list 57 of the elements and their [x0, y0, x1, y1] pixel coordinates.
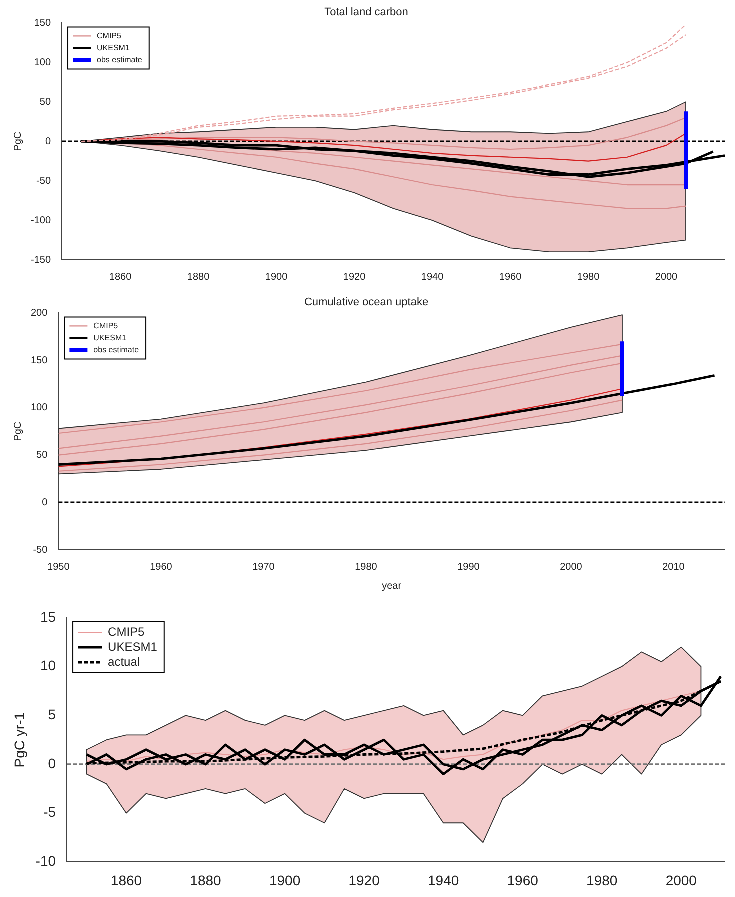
chart-title: Cumulative ocean uptake [304, 296, 429, 309]
y-tick-label: 200 [30, 308, 48, 319]
y-tick-label: 0 [42, 497, 48, 508]
y-axis-title: PgC [12, 422, 24, 442]
x-tick-label: 1880 [187, 272, 210, 283]
x-axis-title: year [382, 580, 402, 592]
y-tick-label: -100 [31, 215, 52, 226]
x-tick-label: 1880 [190, 872, 222, 888]
chart-title: Total land carbon [324, 6, 408, 19]
y-tick-label: -10 [36, 853, 56, 870]
x-tick-label: 1990 [458, 562, 480, 573]
x-tick-label: 1900 [269, 872, 301, 888]
y-axis-title: PgC [12, 132, 24, 152]
y-tick-label: 0 [45, 136, 52, 148]
y-tick-label: 150 [30, 355, 48, 366]
legend-label: UKESM1 [97, 43, 130, 52]
y-tick-label: -150 [31, 254, 52, 266]
x-tick-label: 1920 [348, 872, 380, 888]
x-tick-label: 1920 [343, 272, 366, 283]
legend-label: actual [108, 654, 140, 669]
x-tick-label: 1960 [150, 562, 173, 573]
legend-label: CMIP5 [94, 321, 119, 330]
legend-label: CMIP5 [108, 624, 146, 639]
x-tick-label: 1950 [48, 562, 70, 573]
y-tick-label: 150 [34, 18, 52, 29]
y-tick-label: 100 [34, 57, 52, 68]
x-tick-label: 1970 [252, 562, 276, 573]
x-tick-label: 2000 [560, 562, 583, 573]
y-tick-label: -50 [36, 176, 52, 187]
y-tick-label: 0 [48, 755, 56, 772]
x-tick-label: 1980 [577, 272, 600, 283]
x-tick-label: 2000 [655, 272, 678, 283]
x-tick-label: 2010 [662, 562, 686, 573]
legend-label: CMIP5 [97, 31, 122, 40]
y-tick-label: 50 [40, 96, 52, 108]
y-tick-label: 5 [48, 706, 56, 723]
legend-label: obs estimate [97, 55, 143, 64]
y-tick-label: 100 [30, 402, 48, 414]
legend-label: UKESM1 [94, 333, 128, 342]
y-tick-label: 10 [40, 658, 56, 674]
x-tick-label: 1860 [110, 872, 142, 888]
x-tick-label: 1980 [355, 562, 378, 573]
legend-label: UKESM1 [108, 640, 158, 654]
x-tick-label: 1860 [109, 272, 132, 283]
x-tick-label: 1960 [499, 272, 522, 283]
x-tick-label: 1900 [265, 272, 288, 283]
y-tick-label: -50 [33, 544, 48, 556]
y-tick-label: -5 [44, 804, 56, 820]
y-tick-label: 15 [40, 608, 56, 625]
x-tick-label: 1960 [507, 872, 539, 888]
x-tick-label: 1980 [586, 872, 618, 888]
x-tick-label: 1940 [428, 872, 460, 888]
y-tick-label: 50 [36, 450, 48, 462]
legend-label: obs estimate [94, 345, 140, 354]
y-axis-title: PgC yr-1 [11, 712, 28, 768]
x-tick-label: 2000 [666, 872, 698, 888]
x-tick-label: 1940 [421, 272, 444, 283]
